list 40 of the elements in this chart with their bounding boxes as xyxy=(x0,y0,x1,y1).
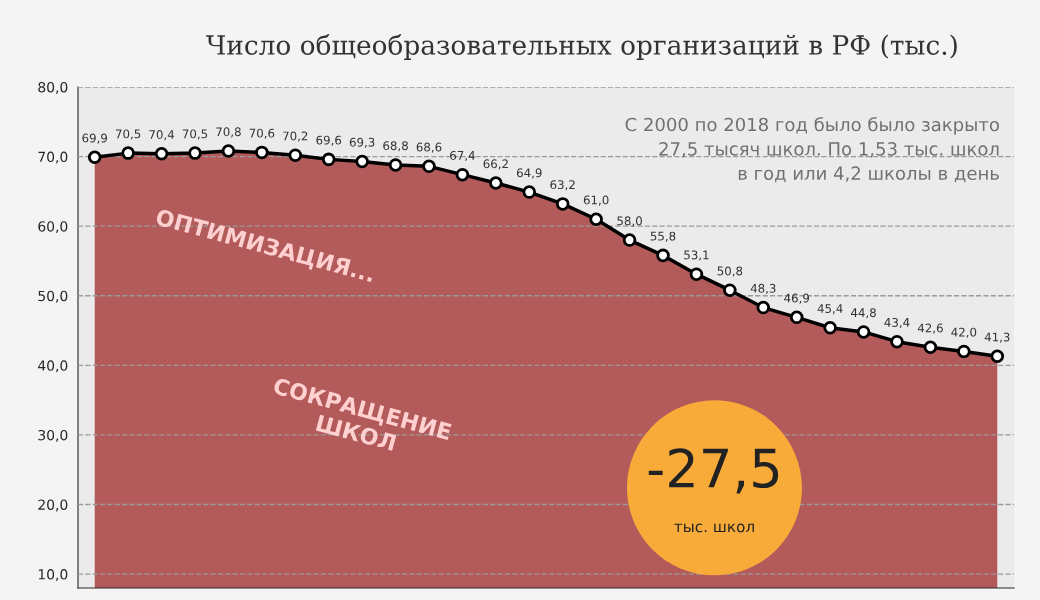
data-label: 64,9 xyxy=(516,168,542,179)
data-label: 44,8 xyxy=(851,308,876,319)
data-label: 69,6 xyxy=(316,135,342,146)
chart-title: Число общеобразовательных организаций в РФ (тыс.) xyxy=(206,34,957,60)
data-label: 68,6 xyxy=(416,142,442,153)
data-label: 53,1 xyxy=(684,250,709,261)
data-label: 69,3 xyxy=(349,137,375,148)
data-label: 70,5 xyxy=(115,129,141,140)
data-label: 55,8 xyxy=(650,231,676,242)
y-tick-label: 20,0 xyxy=(38,499,68,512)
y-tick-label: 60,0 xyxy=(38,221,68,234)
data-label: 45,4 xyxy=(817,304,843,315)
data-label: 42,6 xyxy=(917,323,943,334)
data-label: 46,9 xyxy=(784,293,810,304)
y-tick-label: 10,0 xyxy=(38,569,68,581)
data-label: 70,8 xyxy=(216,127,241,138)
y-tick-label: 70,0 xyxy=(38,151,68,164)
data-label: 63,2 xyxy=(550,180,575,191)
data-label: 70,4 xyxy=(149,130,175,141)
data-label: 68,8 xyxy=(383,141,408,152)
y-tick-label: 80,0 xyxy=(38,81,68,94)
data-label: 43,4 xyxy=(884,317,910,329)
annotation: С 2000 по 2018 год было было закрыто 27,5 тысяч школ. По 1,53 тыс. школ в год или 4,2 школы в день xyxy=(625,117,999,183)
data-label: 50,8 xyxy=(717,266,743,277)
data-label: 61,0 xyxy=(583,195,609,206)
y-tick-label: 40,0 xyxy=(38,360,68,373)
data-label: 70,5 xyxy=(182,129,208,140)
data-label: 48,3 xyxy=(750,283,776,294)
data-label: 69,9 xyxy=(82,133,108,144)
data-label: 70,6 xyxy=(249,128,275,139)
annotation: -27,5 xyxy=(648,448,779,494)
data-label: 41,3 xyxy=(984,332,1010,343)
data-label: 58,0 xyxy=(617,216,642,227)
data-label: 66,2 xyxy=(483,159,508,170)
data-label: 67,4 xyxy=(450,150,475,162)
data-label: 70,2 xyxy=(283,131,308,142)
data-label: 42,0 xyxy=(951,327,977,338)
annotation: тыс. школ xyxy=(674,523,754,533)
y-tick-label: 30,0 xyxy=(38,429,68,442)
y-tick-label: 50,0 xyxy=(38,290,68,303)
